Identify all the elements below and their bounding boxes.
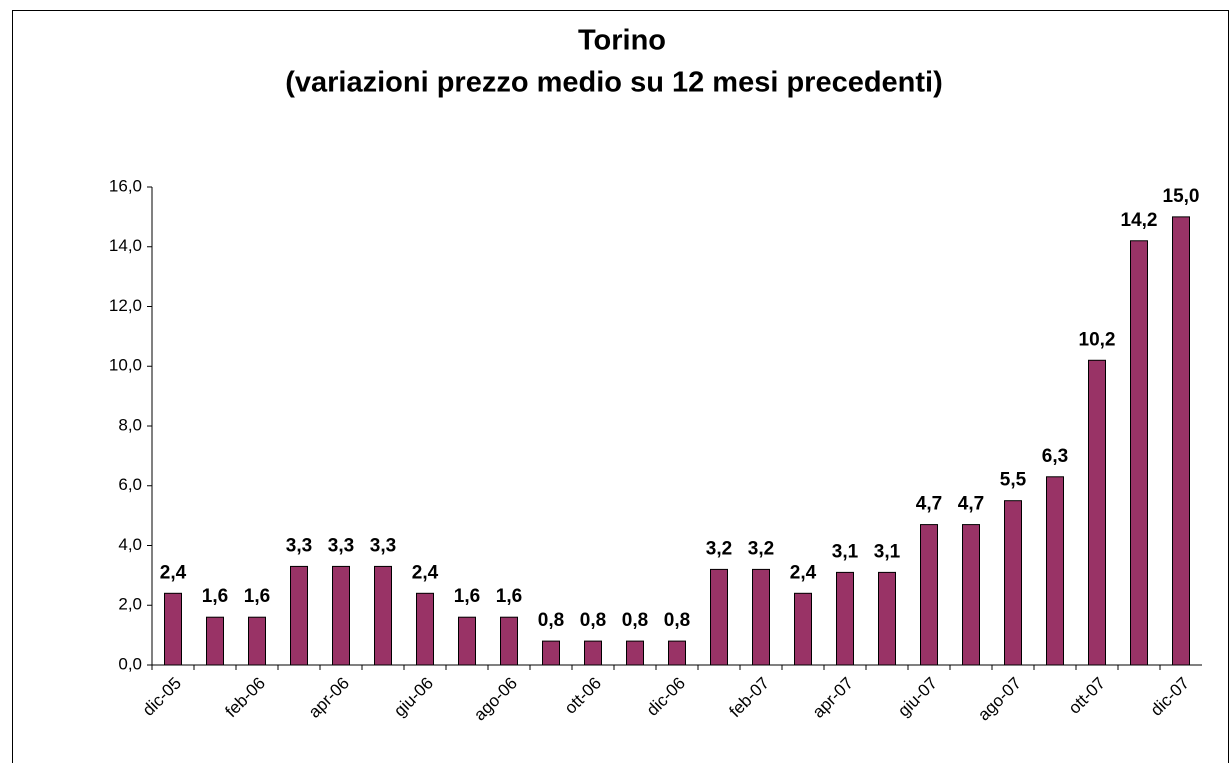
bar (290, 565, 308, 666)
bar (962, 524, 980, 666)
x-tick-label: ott-07 (1065, 674, 1109, 718)
value-label: 0,8 (538, 610, 564, 631)
x-tick-label: giu-07 (894, 674, 941, 721)
value-label: 5,5 (1000, 470, 1027, 491)
bar (374, 565, 392, 666)
chart-frame (12, 10, 1229, 763)
y-tick-label: 16,0 (109, 176, 142, 195)
y-tick-label: 10,0 (109, 356, 142, 375)
bar (752, 568, 770, 666)
value-label: 3,1 (874, 541, 901, 562)
value-label: 0,8 (664, 610, 690, 631)
bar (836, 571, 854, 666)
value-label: 1,6 (244, 586, 270, 607)
bar (1046, 476, 1064, 666)
x-tick-label: ago-07 (974, 674, 1025, 725)
value-label: 10,2 (1079, 329, 1116, 350)
value-label: 2,4 (412, 562, 439, 583)
bar (1172, 216, 1190, 666)
value-label: 4,7 (916, 494, 942, 515)
value-label: 14,2 (1121, 210, 1158, 231)
y-tick-label: 14,0 (109, 236, 142, 255)
bar (500, 616, 518, 666)
bar (794, 592, 812, 666)
value-label: 0,8 (622, 610, 648, 631)
x-tick-label: apr-07 (809, 674, 857, 722)
value-label: 2,4 (160, 562, 187, 583)
bar (668, 640, 686, 666)
x-tick-label: dic-07 (1147, 674, 1193, 720)
x-tick-label: apr-06 (305, 674, 353, 722)
y-tick-label: 12,0 (109, 296, 142, 315)
bar (542, 640, 560, 666)
bar (626, 640, 644, 666)
value-label: 3,2 (748, 538, 774, 559)
bar (206, 616, 224, 666)
chart-title: Torino (578, 25, 666, 57)
value-label: 1,6 (496, 586, 522, 607)
x-tick-label: feb-07 (725, 674, 773, 722)
bar (458, 616, 476, 666)
bar (710, 568, 728, 666)
bar (1130, 240, 1148, 666)
value-label: 3,3 (286, 535, 312, 556)
value-label: 15,0 (1163, 186, 1200, 207)
value-label: 4,7 (958, 494, 984, 515)
value-label: 1,6 (202, 586, 228, 607)
bar (878, 571, 896, 666)
y-tick-label: 4,0 (118, 535, 142, 554)
x-tick-label: feb-06 (221, 674, 269, 722)
y-tick-label: 2,0 (118, 595, 142, 614)
value-label: 3,1 (832, 541, 859, 562)
x-tick-label: dic-06 (643, 674, 689, 720)
value-label: 3,2 (706, 538, 732, 559)
bar (920, 524, 938, 666)
value-label: 2,4 (790, 562, 817, 583)
bar (164, 592, 182, 666)
value-label: 1,6 (454, 586, 480, 607)
bar (416, 592, 434, 666)
x-tick-label: dic-05 (139, 674, 185, 720)
bar (248, 616, 266, 666)
bar (1004, 500, 1022, 666)
y-tick-label: 6,0 (118, 475, 142, 494)
x-tick-label: ott-06 (561, 674, 605, 718)
bar (1088, 359, 1106, 666)
bar (332, 565, 350, 666)
chart-subtitle: (variazioni prezzo medio su 12 mesi prec… (285, 67, 943, 99)
x-tick-label: ago-06 (470, 674, 521, 725)
y-tick-label: 8,0 (118, 415, 142, 434)
bar (584, 640, 602, 666)
value-label: 3,3 (328, 535, 354, 556)
y-tick-label: 0,0 (118, 654, 142, 673)
x-tick-label: giu-06 (390, 674, 437, 721)
value-label: 0,8 (580, 610, 606, 631)
value-label: 3,3 (370, 535, 396, 556)
value-label: 6,3 (1042, 446, 1068, 467)
